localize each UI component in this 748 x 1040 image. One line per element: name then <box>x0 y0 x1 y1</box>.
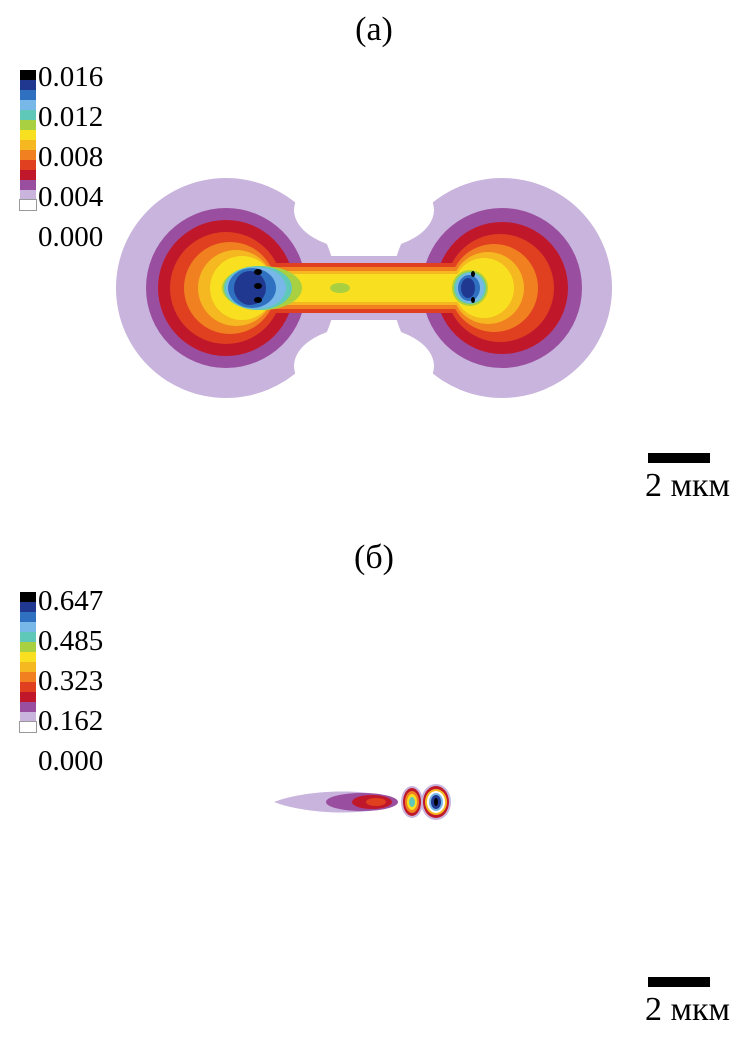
legend-tick: 0.008 <box>38 141 104 173</box>
legend-swatch <box>20 170 36 180</box>
legend-swatch <box>20 190 36 200</box>
legend-tick: 0.000 <box>38 221 104 253</box>
legend-swatch <box>20 632 36 642</box>
contour-map-a <box>116 170 612 406</box>
legend-swatch <box>20 70 36 80</box>
legend-tick: 0.485 <box>38 625 104 657</box>
color-legend-a <box>19 70 37 211</box>
scale-bar-b <box>648 977 710 987</box>
legend-swatch <box>20 150 36 160</box>
legend-swatch <box>20 180 36 190</box>
legend-swatch <box>20 622 36 632</box>
panel-b: (б) 0.647 0.485 0.323 0.162 0.000 <box>0 520 748 1040</box>
legend-swatch <box>20 702 36 712</box>
legend-tick: 0.647 <box>38 585 104 617</box>
legend-swatch <box>20 130 36 140</box>
scale-label-b: 2 мкм <box>644 991 730 1028</box>
contour-level-13 <box>254 269 475 303</box>
legend-swatch <box>20 100 36 110</box>
ring-feature-2 <box>421 784 451 820</box>
legend-swatch <box>20 80 36 90</box>
legend-swatch <box>20 712 36 722</box>
scale-label-a: 2 мкм <box>644 467 730 504</box>
neck-curvature <box>294 170 434 406</box>
panel-label-a: (а) <box>355 11 393 48</box>
contour-level-12 <box>234 271 475 305</box>
legend-swatch <box>20 692 36 702</box>
legend-swatch <box>20 652 36 662</box>
legend-swatch <box>19 199 37 211</box>
legend-tick: 0.004 <box>38 181 104 213</box>
scale-bar-a <box>648 453 710 463</box>
color-legend-b <box>19 592 37 733</box>
legend-swatch <box>20 662 36 672</box>
legend-tick: 0.162 <box>38 705 104 737</box>
legend-swatch <box>20 120 36 130</box>
legend-tick: 0.012 <box>38 101 104 133</box>
legend-swatch <box>20 110 36 120</box>
panel-label-b: (б) <box>354 539 394 576</box>
legend-swatch <box>20 90 36 100</box>
legend-tick: 0.016 <box>38 61 104 93</box>
legend-swatch <box>20 672 36 682</box>
teardrop-feature <box>274 791 398 813</box>
legend-swatch <box>20 160 36 170</box>
legend-swatch <box>20 592 36 602</box>
legend-swatch <box>20 612 36 622</box>
legend-swatch <box>20 682 36 692</box>
legend-tick: 0.000 <box>38 745 104 777</box>
panel-a: (а) 0.016 0.012 0.008 0.004 0.000 <box>19 11 730 504</box>
legend-swatch <box>20 140 36 150</box>
contour-map-b <box>274 784 451 820</box>
legend-swatch <box>20 602 36 612</box>
legend-tick: 0.323 <box>38 665 104 697</box>
legend-swatch <box>19 721 37 733</box>
ring-feature-1 <box>401 786 423 818</box>
legend-swatch <box>20 642 36 652</box>
